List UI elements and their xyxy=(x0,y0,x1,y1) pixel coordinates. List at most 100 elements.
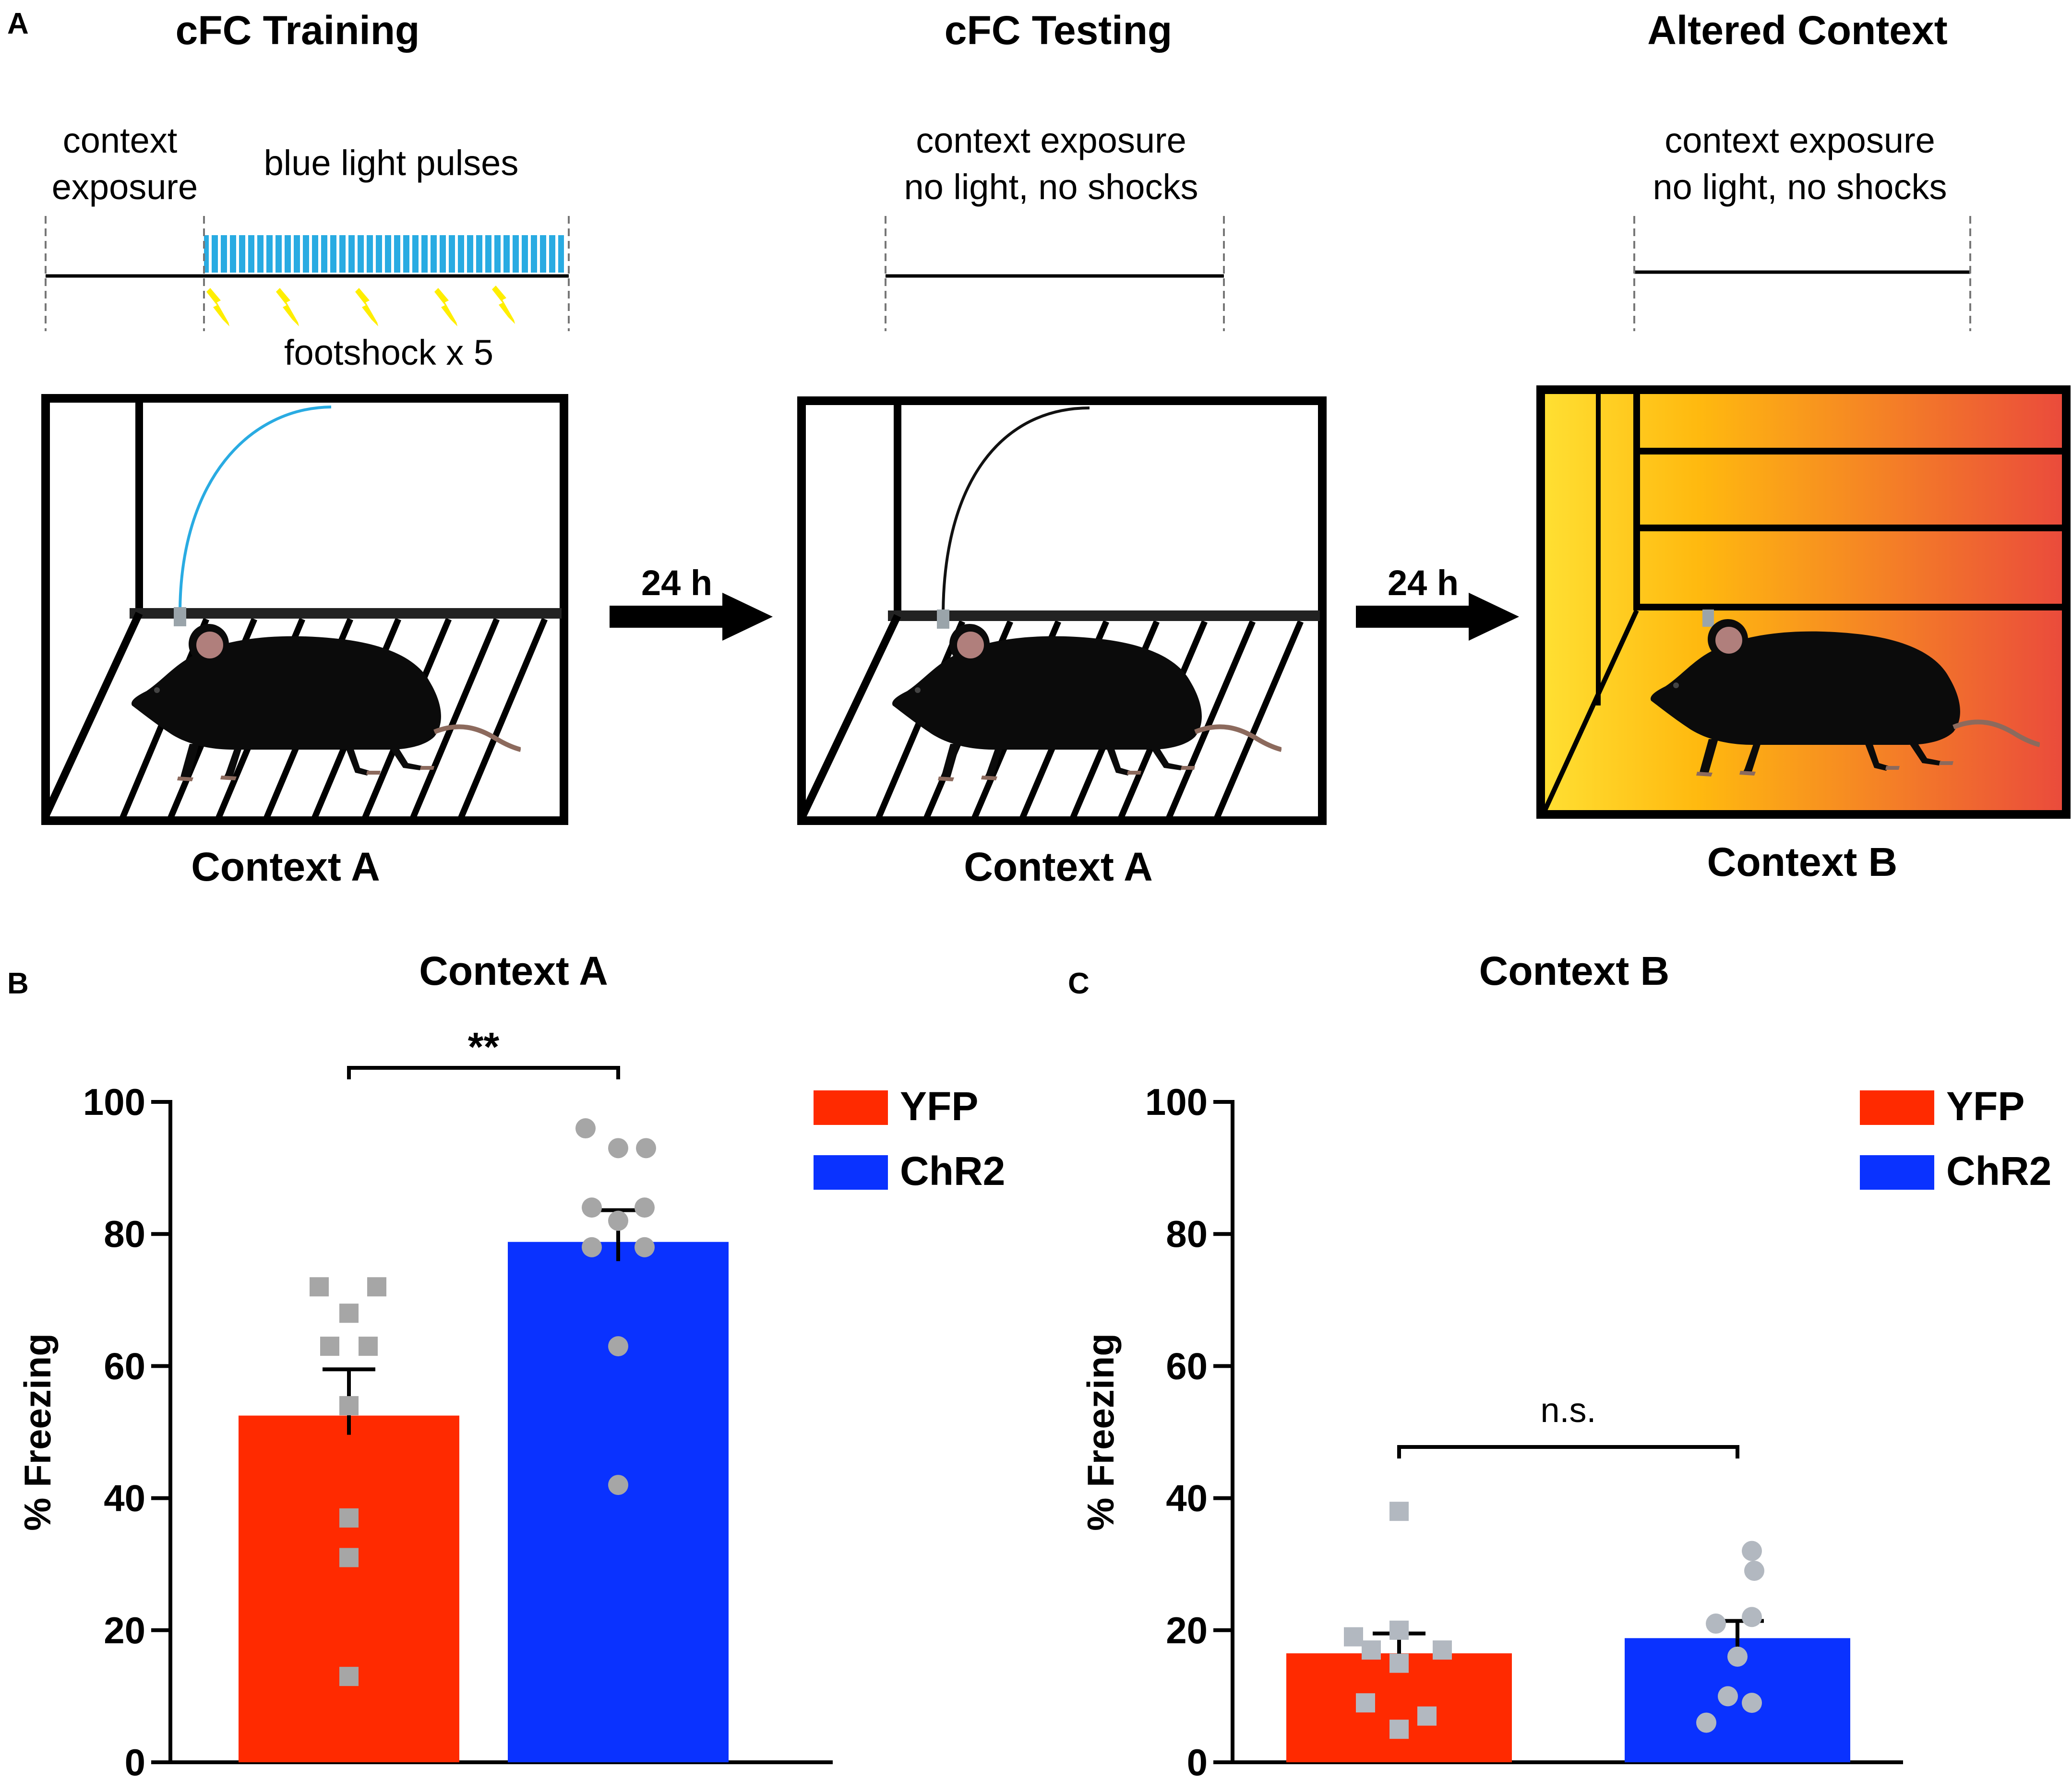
y-tick-label: 100 xyxy=(83,1081,145,1123)
light-pulse-gap xyxy=(355,235,358,273)
mouse-icon xyxy=(892,624,1282,781)
context-exposure-label-2: exposure xyxy=(52,167,198,207)
light-pulse-gap xyxy=(464,235,467,273)
data-point-square xyxy=(1389,1720,1409,1739)
context-b-box xyxy=(1536,385,2071,819)
legend-swatch-yfp xyxy=(814,1090,888,1125)
light-pulse-gap xyxy=(209,235,212,273)
light-pulse-gap xyxy=(428,235,431,273)
data-point-circle xyxy=(608,1475,628,1495)
light-pulse-gap xyxy=(309,235,312,273)
light-pulse-gap xyxy=(318,235,321,273)
y-tick-label: 40 xyxy=(104,1477,145,1519)
arrow-right-icon xyxy=(610,593,773,641)
context-a-label-1: Context A xyxy=(191,844,380,889)
data-point-square xyxy=(1362,1640,1381,1660)
footshock-bolts xyxy=(206,286,515,326)
light-pulse-gap xyxy=(501,235,503,273)
light-pulse-gap xyxy=(282,235,285,273)
legend-label: YFP xyxy=(1946,1084,2024,1129)
grid-floor-bar xyxy=(1166,620,1256,820)
data-point-square xyxy=(1344,1627,1363,1647)
stage-altered-title: Altered Context xyxy=(1647,8,1947,53)
light-pulse-gap xyxy=(546,235,549,273)
data-point-circle xyxy=(608,1336,628,1357)
bar-chr2 xyxy=(508,1242,729,1762)
y-tick-label: 20 xyxy=(1166,1609,1208,1651)
context-b-label: Context B xyxy=(1707,839,1898,885)
light-pulse-gap xyxy=(300,235,303,273)
y-tick-label: 40 xyxy=(1166,1477,1208,1519)
y-tick-label: 0 xyxy=(1187,1741,1208,1781)
data-point-circle xyxy=(608,1210,628,1231)
light-pulse-gap xyxy=(364,235,367,273)
data-point-square xyxy=(1389,1653,1409,1673)
stage-testing: cFC Testing context exposure no light, n… xyxy=(797,8,1327,889)
data-point-circle xyxy=(582,1237,602,1257)
light-pulse-gap xyxy=(455,235,458,273)
data-point-square xyxy=(339,1667,359,1686)
y-axis-label: % Freezing xyxy=(16,1333,59,1531)
data-point-square xyxy=(367,1277,386,1297)
light-pulse-gap xyxy=(236,235,239,273)
legend-swatch-chr2 xyxy=(1860,1155,1934,1190)
light-pulse-gap xyxy=(254,235,257,273)
stage-altered: Altered Context context exposure no ligh… xyxy=(1536,8,2071,885)
interval-label-2: 24 h xyxy=(1388,563,1459,603)
light-pulse-gap xyxy=(409,235,412,273)
grid-floor-bar xyxy=(410,618,500,820)
context-a-box-testing xyxy=(797,396,1327,825)
data-point-square xyxy=(1433,1640,1452,1660)
light-pulse-gap xyxy=(555,235,558,273)
legend-label: YFP xyxy=(900,1084,978,1129)
arrow-right-icon xyxy=(1356,593,1519,641)
data-point-square xyxy=(310,1277,329,1297)
light-pulse-gap xyxy=(263,235,266,273)
light-pulse-gap xyxy=(491,235,494,273)
y-tick-label: 20 xyxy=(104,1609,145,1651)
grid-floor-bar xyxy=(1214,620,1304,820)
data-point-square xyxy=(1356,1693,1375,1713)
y-tick-label: 0 xyxy=(125,1741,145,1781)
footshock-icon xyxy=(434,288,457,326)
interval-label-1: 24 h xyxy=(641,563,712,603)
data-point-circle xyxy=(1742,1693,1762,1713)
y-tick-label: 60 xyxy=(104,1345,145,1387)
data-point-circle xyxy=(636,1138,656,1159)
data-point-circle xyxy=(635,1197,655,1218)
light-pulse-gap xyxy=(437,235,440,273)
data-point-circle xyxy=(1718,1686,1738,1707)
light-pulse-gap xyxy=(482,235,485,273)
bar-yfp xyxy=(239,1415,459,1762)
chart-context-a: Context A % Freezing 0 20 40 60 80 100 ** YFP ChR2 xyxy=(16,948,1005,1781)
legend-swatch-chr2 xyxy=(814,1155,888,1190)
light-pulse-gap xyxy=(327,235,330,273)
legend-label: ChR2 xyxy=(900,1148,1005,1194)
light-pulse-gap xyxy=(382,235,385,273)
interval-arrow-2: 24 h xyxy=(1356,563,1519,641)
light-pulse-gap xyxy=(473,235,476,273)
data-point-square xyxy=(339,1303,359,1323)
testing-desc-2: no light, no shocks xyxy=(904,167,1198,207)
footshock-icon xyxy=(492,286,515,324)
panel-c-letter: C xyxy=(1068,967,1090,1000)
data-point-circle xyxy=(575,1118,596,1139)
altered-desc-2: no light, no shocks xyxy=(1653,167,1947,207)
data-point-circle xyxy=(1727,1646,1748,1667)
light-pulse-gap xyxy=(419,235,421,273)
data-point-square xyxy=(339,1396,359,1415)
legend-swatch-yfp xyxy=(1860,1090,1934,1125)
significance-label: ** xyxy=(468,1024,500,1069)
footshock-icon xyxy=(355,288,378,326)
y-tick-label: 100 xyxy=(1145,1081,1208,1123)
data-point-square xyxy=(339,1508,359,1528)
light-pulse-gap xyxy=(391,235,394,273)
panel-a-letter: A xyxy=(7,7,29,40)
data-point-circle xyxy=(1706,1614,1726,1634)
light-pulse-gap xyxy=(291,235,294,273)
chart-title: Context A xyxy=(419,948,608,993)
interval-arrow-1: 24 h xyxy=(610,563,773,641)
implant-icon xyxy=(937,610,949,629)
context-a-box-training xyxy=(41,394,568,825)
